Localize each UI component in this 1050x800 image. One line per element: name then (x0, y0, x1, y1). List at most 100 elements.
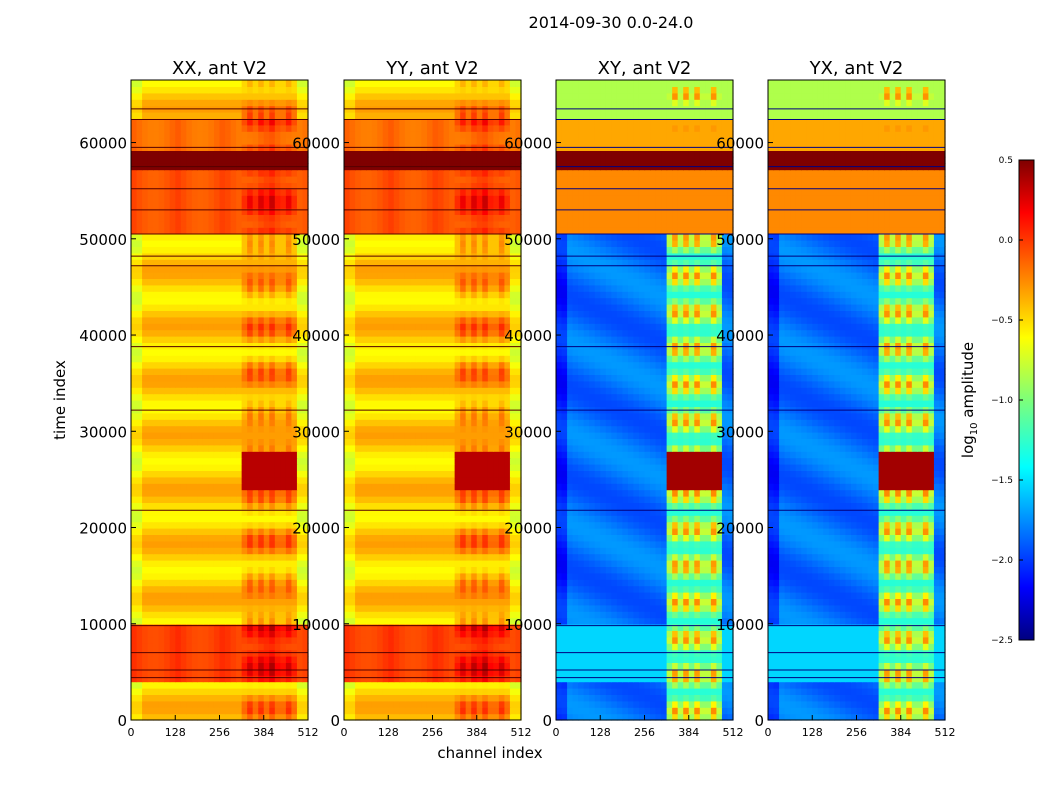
heatmap-cell (515, 534, 522, 542)
heatmap-cell (252, 496, 259, 503)
heatmap-cell (236, 220, 243, 228)
heatmap-cell (482, 502, 489, 510)
heatmap-cell (487, 675, 494, 683)
heatmap-cell (296, 246, 304, 254)
heatmap-cell (158, 668, 165, 676)
heatmap-cell (164, 451, 171, 459)
heatmap-cell (225, 387, 232, 395)
heatmap-cell (377, 496, 384, 503)
heatmap-cell (388, 540, 395, 548)
heatmap-cell (280, 566, 287, 574)
heatmap-cell (258, 432, 265, 439)
heatmap-cell (247, 265, 254, 273)
heatmap-cell (219, 182, 226, 190)
heatmap-cell (197, 643, 204, 651)
heatmap-cell (131, 611, 138, 619)
heatmap-cell (136, 278, 143, 286)
heatmap-cell (247, 86, 254, 94)
heatmap-cell (142, 553, 149, 561)
heatmap-cell (158, 675, 165, 683)
heatmap-cell (482, 457, 489, 465)
heatmap-cell (498, 662, 506, 670)
heatmap-cell (142, 604, 149, 612)
heatmap-cell (191, 220, 198, 228)
heatmap-cell (164, 675, 171, 683)
heatmap-cell (291, 585, 298, 593)
heatmap-cell (493, 630, 500, 638)
heatmap-cell (460, 451, 467, 459)
heatmap-cell (191, 489, 198, 497)
heatmap-cell (302, 675, 309, 683)
heatmap-cell (404, 444, 411, 452)
heatmap-cell (136, 438, 143, 446)
heatmap-cell (438, 604, 445, 612)
heatmap-cell (158, 80, 165, 87)
heatmap-cell (443, 400, 450, 407)
heatmap-cell (158, 284, 165, 292)
heatmap-cell (449, 496, 456, 503)
heatmap-cell (153, 412, 160, 420)
heatmap-cell (147, 176, 154, 183)
heatmap-cell (197, 700, 204, 708)
heatmap-cell (208, 457, 215, 465)
heatmap-cell (482, 534, 489, 542)
heatmap-cell (504, 592, 511, 599)
heatmap-cell (454, 387, 461, 395)
heatmap-cell (269, 342, 276, 350)
heatmap-cell (344, 528, 351, 535)
heatmap-cell (285, 355, 293, 363)
heatmap-cell (197, 598, 204, 606)
heatmap-cell (426, 598, 434, 606)
heatmap-cell (504, 540, 511, 548)
heatmap-cell (230, 540, 237, 548)
heatmap-cell (269, 585, 276, 593)
heatmap-cell (410, 585, 417, 593)
heatmap-cell (219, 323, 226, 331)
heatmap-cell (208, 432, 215, 439)
heatmap-cell (355, 675, 362, 683)
heatmap-cell (247, 675, 254, 683)
heatmap-cell (377, 668, 384, 676)
heatmap-cell (258, 188, 265, 196)
heatmap-cell (344, 540, 351, 548)
heatmap-cell (230, 265, 237, 273)
heatmap-cell (202, 246, 210, 254)
heatmap-cell (219, 265, 226, 273)
heatmap-cell (142, 214, 149, 222)
heatmap-cell (415, 553, 423, 561)
heatmap-cell (449, 412, 456, 420)
heatmap-cell (263, 137, 270, 145)
heatmap-cell (247, 432, 254, 439)
heatmap-cell (142, 233, 149, 241)
heatmap-cell (136, 675, 143, 683)
heatmap-cell (252, 278, 259, 286)
heatmap-cell (269, 92, 276, 100)
heatmap-cell (449, 540, 456, 548)
heatmap-cell (269, 579, 276, 587)
heatmap-cell (164, 342, 171, 350)
heatmap-cell (487, 668, 494, 676)
heatmap-cell (158, 604, 165, 612)
heatmap-cell (344, 643, 351, 651)
heatmap-cell (263, 310, 270, 318)
heatmap-cell (291, 630, 298, 638)
heatmap-cell (460, 604, 467, 612)
heatmap-cell (158, 348, 165, 356)
heatmap-cell (158, 547, 165, 555)
heatmap-cell (449, 611, 456, 619)
heatmap-cell (274, 361, 281, 369)
heatmap-cell (197, 80, 204, 87)
heatmap-cell (241, 137, 248, 145)
heatmap-cell (230, 297, 237, 305)
heatmap-cell (465, 611, 472, 619)
heatmap-cell (197, 329, 204, 337)
heatmap-cell (515, 521, 522, 529)
heatmap-cell (164, 220, 171, 228)
heatmap-cell (349, 592, 356, 599)
heatmap-cell (382, 534, 389, 542)
heatmap-cell (136, 188, 143, 196)
heatmap-cell (454, 579, 461, 587)
heatmap-cell (509, 694, 517, 702)
heatmap-cell (280, 137, 287, 145)
heatmap-cell (515, 636, 522, 644)
